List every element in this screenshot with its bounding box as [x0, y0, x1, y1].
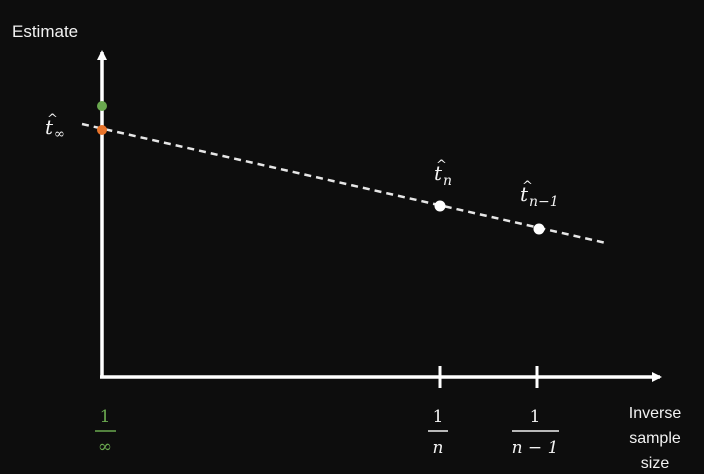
extrapolated-point [97, 125, 107, 135]
y-axis-label: Estimate [12, 22, 78, 41]
svg-text:n: n [443, 173, 452, 189]
x-tick-label-n: 1 n [428, 407, 448, 458]
svg-text:Inverse: Inverse [629, 405, 682, 422]
intercept-label: ^ t ∞ [45, 112, 65, 142]
label-t-n-minus-1: ^ t n−1 [520, 179, 559, 210]
svg-text:^: ^ [47, 112, 58, 127]
svg-text:t: t [434, 161, 443, 185]
svg-text:^: ^ [436, 158, 447, 173]
svg-text:n: n [433, 438, 444, 458]
svg-text:size: size [641, 455, 670, 472]
x-tick-label-n-minus-1: 1 n − 1 [512, 407, 559, 458]
svg-text:n − 1: n − 1 [512, 438, 559, 458]
svg-text:t: t [520, 182, 529, 206]
x-tick-label-inf: 1 ∞ [95, 407, 116, 457]
trend-line [81, 122, 607, 245]
point-t-n-minus-1 [533, 223, 545, 235]
svg-text:1: 1 [530, 407, 541, 427]
label-t-n: ^ t n [434, 158, 452, 189]
x-axis-label: Inverse sample size [629, 405, 682, 472]
true-value-point [97, 101, 107, 111]
point-t-n [434, 200, 446, 212]
svg-text:∞: ∞ [54, 127, 65, 142]
svg-text:1: 1 [433, 407, 444, 427]
svg-text:^: ^ [522, 179, 533, 194]
svg-text:t: t [45, 115, 54, 139]
svg-text:∞: ∞ [98, 437, 112, 457]
svg-text:n−1: n−1 [529, 194, 559, 210]
svg-text:1: 1 [100, 407, 111, 427]
svg-text:sample: sample [629, 430, 681, 447]
